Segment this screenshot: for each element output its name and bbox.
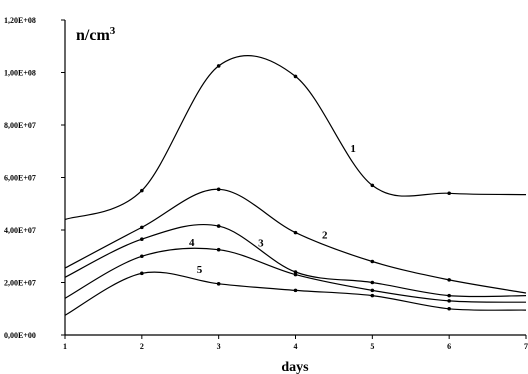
y-tick-label: 1,20E+08 [4, 16, 36, 25]
x-axis-label: days [281, 360, 309, 374]
data-point-2 [370, 259, 375, 264]
series-line-5 [64, 271, 527, 316]
data-point-3 [140, 237, 144, 241]
series-label-3: 3 [258, 237, 264, 249]
y-unit-label: n/cm3 [76, 25, 116, 44]
x-tick-label: 3 [217, 342, 221, 351]
data-point-3 [370, 280, 375, 285]
data-point-2 [140, 225, 144, 230]
series-line-3 [64, 223, 527, 298]
data-point-5 [370, 293, 375, 298]
y-unit-text: n/cm [76, 27, 110, 44]
y-tick-label: 2,00E+07 [4, 279, 36, 288]
data-point-4 [370, 288, 375, 293]
data-point-4 [447, 299, 451, 303]
y-tick-label: 6,00E+07 [4, 174, 36, 183]
x-tick-label: 6 [447, 342, 451, 351]
data-point-2 [216, 187, 221, 192]
x-tick-label: 7 [524, 342, 528, 351]
series-label-1: 1 [350, 143, 356, 155]
data-point-4 [216, 247, 221, 252]
data-point-1 [370, 183, 375, 188]
data-point-3 [293, 270, 298, 274]
data-point-5 [140, 271, 144, 276]
y-tick-label: 4,00E+07 [4, 226, 36, 235]
x-tick-label: 5 [370, 342, 374, 351]
series-label-2: 2 [322, 230, 328, 242]
y-tick-label: 0,00E+00 [4, 331, 36, 340]
data-point-4 [293, 272, 298, 277]
x-tick-label: 4 [294, 342, 298, 351]
data-point-3 [447, 293, 451, 298]
data-point-1 [140, 188, 144, 193]
data-point-5 [293, 288, 298, 293]
series-label-5: 5 [197, 264, 203, 276]
x-tick-label: 2 [140, 342, 144, 351]
y-tick-label: 1,00E+08 [4, 69, 36, 78]
x-tick-label: 1 [63, 342, 67, 351]
data-point-1 [293, 74, 298, 79]
series-label-4: 4 [189, 237, 195, 249]
data-point-2 [447, 278, 451, 282]
series-line-1 [64, 55, 527, 221]
data-point-1 [447, 191, 451, 196]
data-point-1 [216, 64, 221, 68]
data-point-5 [216, 282, 221, 286]
data-point-3 [216, 224, 221, 228]
data-point-4 [140, 254, 144, 259]
y-tick-label: 8,00E+07 [4, 121, 36, 130]
data-point-2 [293, 230, 298, 235]
data-point-5 [447, 306, 451, 311]
y-unit-superscript: 3 [110, 25, 116, 37]
series-line-2 [64, 188, 527, 294]
